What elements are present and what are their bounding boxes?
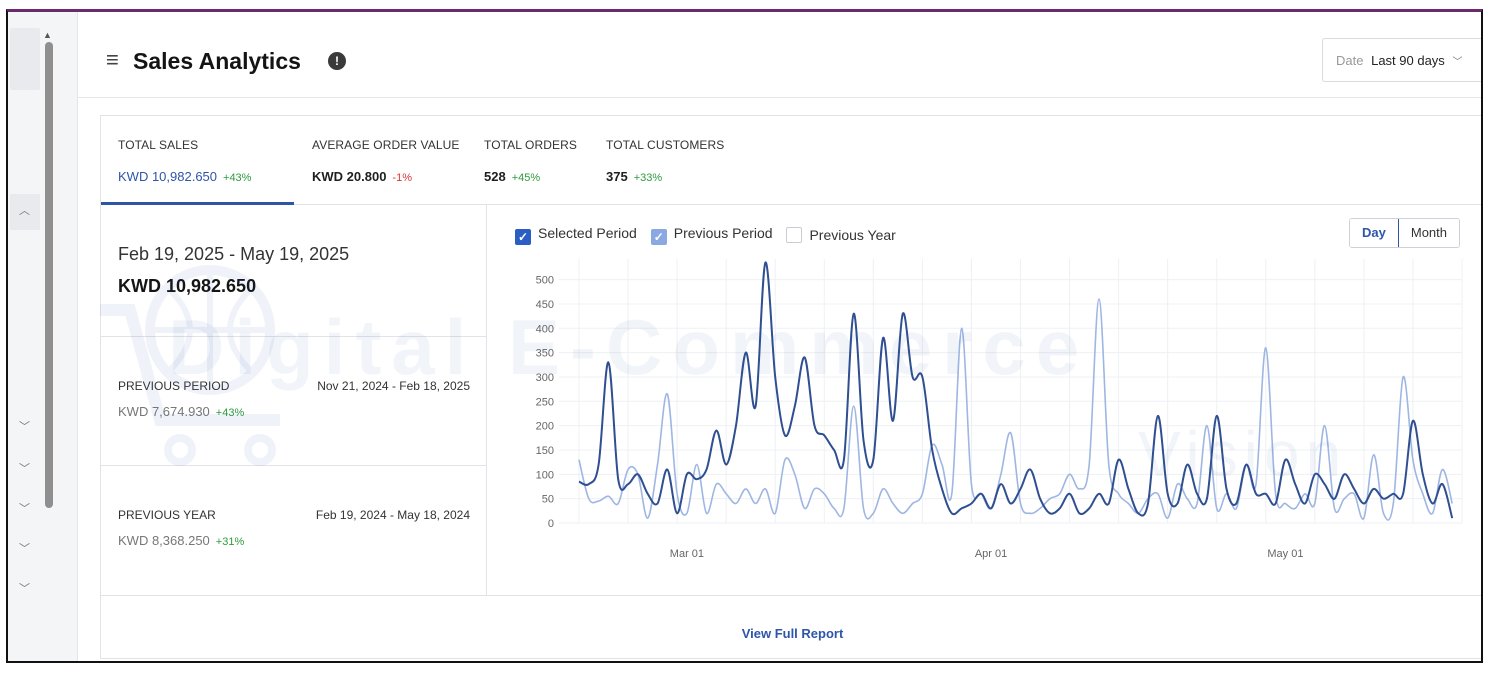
- selected-range: Feb 19, 2025 - May 19, 2025: [118, 244, 350, 264]
- date-select-value: Last 90 days: [1371, 53, 1445, 68]
- summary-panel: Feb 19, 2025 - May 19, 2025 KWD 10,982.6…: [101, 205, 487, 595]
- previous-year-change: +31%: [215, 536, 245, 548]
- x-tick-label: Mar 01: [670, 548, 704, 560]
- selected-total: KWD 10,982.650: [118, 276, 257, 296]
- scroll-up-icon[interactable]: ▲: [43, 30, 52, 40]
- legend-previous-year[interactable]: Previous Year: [786, 227, 896, 243]
- tab-total-sales[interactable]: TOTAL SALES KWD 10,982.650 +43%: [118, 138, 251, 186]
- toggle-month-button[interactable]: Month: [1398, 219, 1459, 247]
- stat-label: AVERAGE ORDER VALUE: [312, 138, 460, 152]
- view-full-report-link[interactable]: View Full Report: [741, 626, 844, 641]
- previous-period-label: PREVIOUS PERIOD: [118, 379, 230, 393]
- series-line-selected-period: [578, 261, 1454, 519]
- y-tick-label: 50: [542, 494, 554, 506]
- sidebar-tile[interactable]: [10, 28, 40, 90]
- stat-change: +43%: [223, 172, 252, 184]
- stats-tabs: TOTAL SALES KWD 10,982.650 +43% AVERAGE O…: [101, 116, 1481, 205]
- y-tick-label: 0: [548, 518, 554, 530]
- y-tick-label: 500: [536, 275, 554, 287]
- chevron-down-icon[interactable]: ﹀: [19, 503, 30, 515]
- hamburger-menu-icon[interactable]: ≡: [106, 47, 119, 72]
- y-tick-label: 200: [536, 421, 554, 433]
- checkbox-unchecked-icon[interactable]: [786, 227, 803, 243]
- sales-card: TOTAL SALES KWD 10,982.650 +43% AVERAGE O…: [100, 115, 1481, 659]
- chevron-down-icon[interactable]: ﹀: [19, 421, 30, 433]
- previous-period-value: KWD 7,674.930 +43%: [118, 404, 245, 419]
- stat-value: KWD 20.800: [312, 169, 387, 184]
- divider: [101, 465, 487, 466]
- scrollbar-thumb[interactable]: [45, 42, 53, 508]
- stat-label: TOTAL SALES: [118, 138, 199, 152]
- series-line-previous-period: [578, 298, 1453, 521]
- y-tick-label: 300: [536, 372, 554, 384]
- divider: [101, 595, 1481, 596]
- legend-previous-period[interactable]: ✓ Previous Period: [650, 225, 773, 245]
- legend-selected-period[interactable]: ✓ Selected Period: [515, 225, 637, 245]
- stat-change: +45%: [511, 172, 541, 184]
- toggle-day-button[interactable]: Day: [1350, 219, 1399, 247]
- x-tick-label: May 01: [1267, 548, 1303, 560]
- chart-panel: 0 50 100 150 200 250 300 350 400 450 500 Mar 01 Apr …: [487, 205, 1481, 595]
- stat-change: +33%: [633, 172, 663, 184]
- stat-value: KWD 10,982.650: [118, 169, 218, 184]
- x-tick-label: Apr 01: [975, 548, 1007, 560]
- date-range-select[interactable]: Date Last 90 days ﹀: [1322, 38, 1481, 82]
- chevron-down-icon: ﹀: [1452, 57, 1463, 68]
- chevron-up-icon[interactable]: ︿: [19, 205, 30, 217]
- chevron-down-icon[interactable]: ﹀: [19, 463, 30, 475]
- info-icon[interactable]: !: [328, 52, 346, 70]
- tab-average-order-value[interactable]: AVERAGE ORDER VALUE KWD 20.800 -1%: [312, 138, 460, 186]
- watermark-cart-icon: [100, 265, 280, 466]
- active-tab-indicator: [101, 202, 294, 205]
- chevron-down-icon[interactable]: ﹀: [19, 583, 30, 595]
- stat-label: TOTAL CUSTOMERS: [606, 138, 725, 152]
- y-tick-label: 400: [536, 323, 554, 335]
- sidebar-tile[interactable]: [10, 194, 40, 230]
- stat-value: 375: [606, 169, 628, 184]
- stat-change: -1%: [392, 172, 412, 184]
- previous-year-label: PREVIOUS YEAR: [118, 508, 216, 522]
- divider: [101, 336, 487, 337]
- previous-year-dates: Feb 19, 2024 - May 18, 2024: [315, 508, 470, 522]
- checkbox-checked-icon[interactable]: ✓: [650, 229, 667, 245]
- previous-period-change: +43%: [215, 407, 245, 419]
- tab-total-customers[interactable]: TOTAL CUSTOMERS 375 +33%: [606, 138, 724, 186]
- checkbox-checked-icon[interactable]: ✓: [515, 229, 531, 245]
- stat-label: TOTAL ORDERS: [484, 138, 577, 152]
- app-window: ▲ ︿ ﹀ ﹀ ﹀ ﹀ ﹀ ≡ Sales Analytics ! Date L…: [6, 9, 1483, 663]
- chevron-down-icon[interactable]: ﹀: [19, 543, 30, 555]
- granularity-toggle: Day Month: [1349, 218, 1460, 248]
- chart-legend: ✓ Selected Period ✓ Previous Period Previo…: [515, 225, 906, 245]
- sales-line-chart: 0 50 100 150 200 250 300 350 400 450 500 Mar 01 Apr …: [536, 259, 1463, 560]
- y-tick-label: 250: [536, 396, 554, 408]
- tab-total-orders[interactable]: TOTAL ORDERS 528 +45%: [484, 138, 577, 186]
- date-select-label: Date: [1336, 53, 1364, 68]
- y-tick-label: 150: [536, 445, 554, 457]
- y-tick-label: 100: [536, 469, 554, 481]
- sidebar: ▲ ︿ ﹀ ﹀ ﹀ ﹀ ﹀: [8, 12, 78, 661]
- previous-period-dates: Nov 21, 2024 - Feb 18, 2025: [317, 379, 470, 393]
- previous-year-value: KWD 8,368.250 +31%: [118, 533, 245, 548]
- watermark-text: Digital E-Commerce: [168, 303, 1090, 391]
- y-tick-label: 350: [536, 348, 554, 360]
- page-header: ≡ Sales Analytics ! Date Last 90 days ﹀: [78, 12, 1481, 98]
- watermark-subtext: Vision: [1138, 418, 1348, 490]
- stat-value: 528: [484, 169, 506, 184]
- page-title: Sales Analytics: [133, 48, 301, 74]
- y-tick-label: 450: [536, 299, 554, 311]
